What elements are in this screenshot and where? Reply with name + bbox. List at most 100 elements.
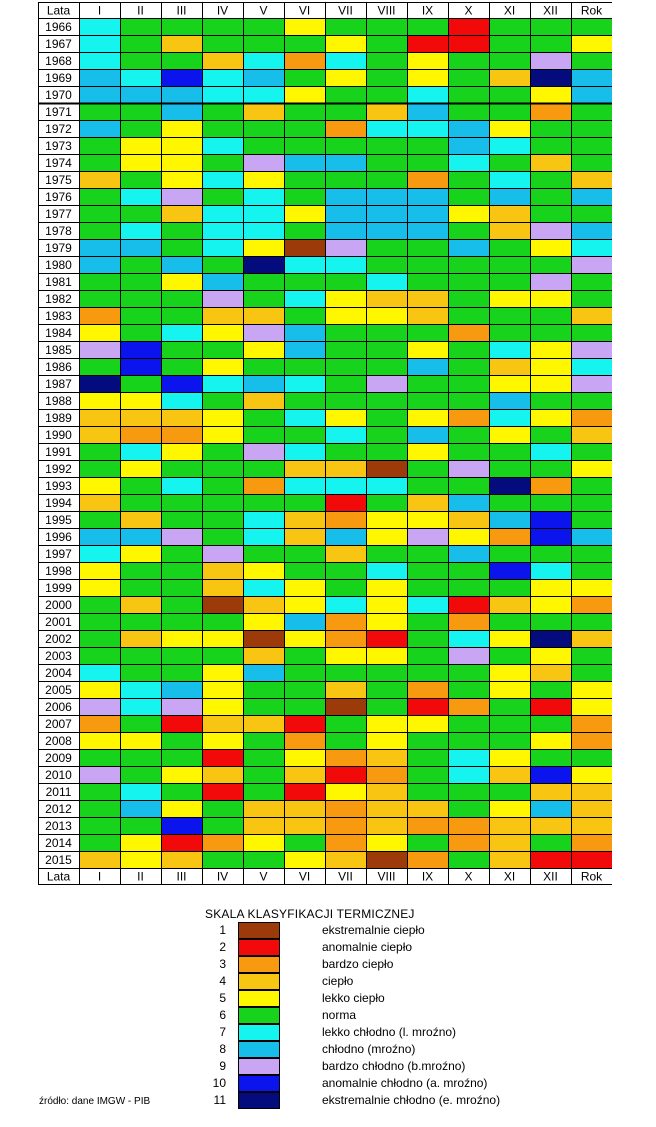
heatmap-cell-1989-IX [407, 409, 449, 427]
heatmap-cell-1969-II [120, 69, 162, 87]
heatmap-cell-1999-III [161, 579, 203, 597]
header-bottom-label-VII: VII [338, 870, 353, 884]
heatmap-cell-1970-X [448, 86, 490, 104]
heatmap-cell-1966-XII [530, 18, 572, 36]
heatmap-cell-2008-III [161, 732, 203, 750]
heatmap-cell-1991-VIII [366, 443, 408, 461]
heatmap-cell-2002-Rok [571, 630, 612, 648]
heatmap-cell-1993-VII [325, 477, 367, 495]
heatmap-cell-1997-VII [325, 545, 367, 563]
heatmap-cell-1987-VII [325, 375, 367, 393]
heatmap-cell-2003-IX [407, 647, 449, 665]
heatmap-cell-2005-IX [407, 681, 449, 699]
heatmap-cell-1979-IX [407, 239, 449, 257]
heatmap-cell-1993-Rok [571, 477, 612, 495]
heatmap-cell-1981-X [448, 273, 490, 291]
heatmap-cell-2014-VII [325, 834, 367, 852]
heatmap-cell-2013-X [448, 817, 490, 835]
heatmap-cell-1977-XI [489, 205, 531, 223]
heatmap-cell-2010-III [161, 766, 203, 784]
heatmap-cell-1981-IV [202, 273, 244, 291]
heatmap-cell-1976-II [120, 188, 162, 206]
heatmap-cell-2000-X [448, 596, 490, 614]
heatmap-cell-1996-V [243, 528, 285, 546]
heatmap-cell-2014-IV [202, 834, 244, 852]
heatmap-cell-2001-VII [325, 613, 367, 631]
heatmap-cell-1978-V [243, 222, 285, 240]
heatmap-cell-1984-IV [202, 324, 244, 342]
heatmap-cell-1978-X [448, 222, 490, 240]
heatmap-cell-2010-V [243, 766, 285, 784]
year-label-1996: 1996 [45, 530, 72, 544]
heatmap-cell-1995-IX [407, 511, 449, 529]
heatmap-cell-1983-III [161, 307, 203, 325]
heatmap-cell-1975-VIII [366, 171, 408, 189]
header-top-label-V: V [259, 4, 267, 18]
heatmap-cell-1981-XII [530, 273, 572, 291]
heatmap-cell-2007-V [243, 715, 285, 733]
heatmap-cell-2003-X [448, 647, 490, 665]
heatmap-cell-1990-V [243, 426, 285, 444]
heatmap-cell-1968-VI [284, 52, 326, 70]
heatmap-cell-2003-V [243, 647, 285, 665]
heatmap-cell-1988-IV [202, 392, 244, 410]
heatmap-cell-2014-Rok [571, 834, 612, 852]
heatmap-cell-1998-Rok [571, 562, 612, 580]
heatmap-cell-2003-XII [530, 647, 572, 665]
heatmap-cell-2004-II [120, 664, 162, 682]
heatmap-cell-1981-II [120, 273, 162, 291]
year-label-1992: 1992 [45, 462, 72, 476]
heatmap-cell-1979-II [120, 239, 162, 257]
heatmap-cell-1983-VII [325, 307, 367, 325]
heatmap-cell-1967-XII [530, 35, 572, 53]
heatmap-cell-2015-VII [325, 851, 367, 869]
heatmap-cell-1986-I [79, 358, 121, 376]
heatmap-cell-2013-Rok [571, 817, 612, 835]
heatmap-cell-1990-XI [489, 426, 531, 444]
header-top-label-Rok: Rok [581, 4, 603, 18]
heatmap-cell-1988-VIII [366, 392, 408, 410]
heatmap-cell-1984-VII [325, 324, 367, 342]
heatmap-cell-2001-I [79, 613, 121, 631]
year-label-2008: 2008 [45, 734, 72, 748]
heatmap-cell-1989-X [448, 409, 490, 427]
heatmap-cell-1983-Rok [571, 307, 612, 325]
heatmap-cell-1988-IX [407, 392, 449, 410]
heatmap-cell-1996-III [161, 528, 203, 546]
heatmap-cell-1969-IX [407, 69, 449, 87]
year-label-1975: 1975 [45, 173, 72, 187]
heatmap-cell-1971-XII [530, 103, 572, 121]
legend-label: lekko chłodno (l. mroźno) [322, 1025, 457, 1039]
heatmap-cell-1977-III [161, 205, 203, 223]
heatmap-cell-1974-V [243, 154, 285, 172]
heatmap-cell-1968-III [161, 52, 203, 70]
heatmap-cell-1988-VII [325, 392, 367, 410]
heatmap-cell-1998-IX [407, 562, 449, 580]
heatmap-cell-2005-XI [489, 681, 531, 699]
heatmap-cell-2007-VII [325, 715, 367, 733]
heatmap-cell-1977-I [79, 205, 121, 223]
legend-swatch [238, 1058, 280, 1075]
heatmap-cell-2008-Rok [571, 732, 612, 750]
heatmap-cell-2001-XI [489, 613, 531, 631]
heatmap-cell-2015-XII [530, 851, 572, 869]
heatmap-cell-1991-I [79, 443, 121, 461]
heatmap-cell-1989-VI [284, 409, 326, 427]
heatmap-cell-2015-IV [202, 851, 244, 869]
heatmap-cell-1977-IV [202, 205, 244, 223]
heatmap-cell-1966-V [243, 18, 285, 36]
heatmap-cell-2004-I [79, 664, 121, 682]
heatmap-cell-2006-VII [325, 698, 367, 716]
heatmap-cell-2005-VII [325, 681, 367, 699]
heatmap-cell-1994-VIII [366, 494, 408, 512]
heatmap-cell-2013-V [243, 817, 285, 835]
legend-code: 7 [219, 1025, 226, 1039]
heatmap-cell-1998-XII [530, 562, 572, 580]
heatmap-cell-1973-VI [284, 137, 326, 155]
heatmap-cell-1999-II [120, 579, 162, 597]
heatmap-cell-1992-III [161, 460, 203, 478]
heatmap-cell-2006-I [79, 698, 121, 716]
heatmap-cell-1999-X [448, 579, 490, 597]
heatmap-cell-1979-III [161, 239, 203, 257]
heatmap-cell-2010-I [79, 766, 121, 784]
